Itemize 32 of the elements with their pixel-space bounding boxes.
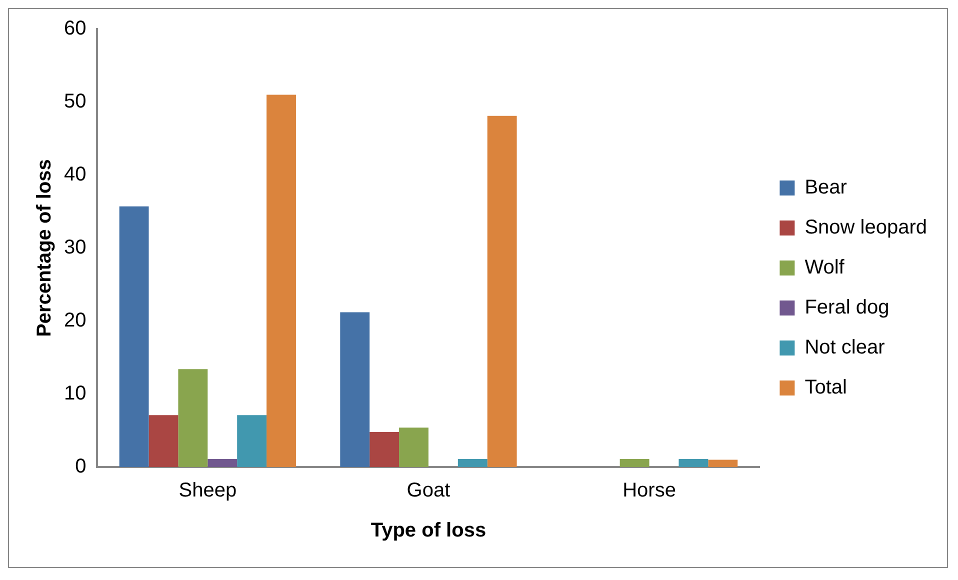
bar: [620, 458, 650, 467]
bar: [458, 458, 488, 467]
bar: [208, 458, 238, 467]
legend-label: Snow leopard: [804, 216, 928, 239]
bar: [119, 206, 149, 467]
y-tick-label: 60: [64, 18, 86, 40]
legend-label: Bear: [804, 176, 848, 199]
y-tick-label: 10: [64, 382, 86, 405]
legend-label: Wolf: [804, 256, 845, 279]
y-tick-label: 40: [64, 164, 86, 186]
x-axis-title: Type of loss: [370, 520, 486, 542]
y-tick-label: 50: [64, 90, 86, 113]
y-tick-label: 30: [64, 236, 86, 259]
bar: [370, 432, 400, 467]
bar: [399, 428, 428, 467]
x-tick-label: Goat: [406, 480, 451, 502]
bar: [266, 94, 296, 467]
bar: [678, 458, 708, 467]
y-axis-title: Percentage of loss: [34, 159, 56, 337]
bar: [487, 116, 517, 467]
bar: [708, 460, 738, 467]
x-tick-label: Horse: [622, 480, 676, 502]
y-tick-label: 0: [75, 456, 86, 478]
bar: [340, 312, 370, 467]
y-tick-label: 20: [64, 310, 86, 332]
legend-label: Not clear: [804, 336, 886, 359]
bar: [148, 415, 178, 467]
legend-label: Total: [804, 376, 847, 399]
bar: [237, 415, 267, 467]
bar: [178, 369, 208, 467]
x-tick-label: Sheep: [178, 480, 237, 502]
legend-label: Feral dog: [804, 296, 890, 319]
